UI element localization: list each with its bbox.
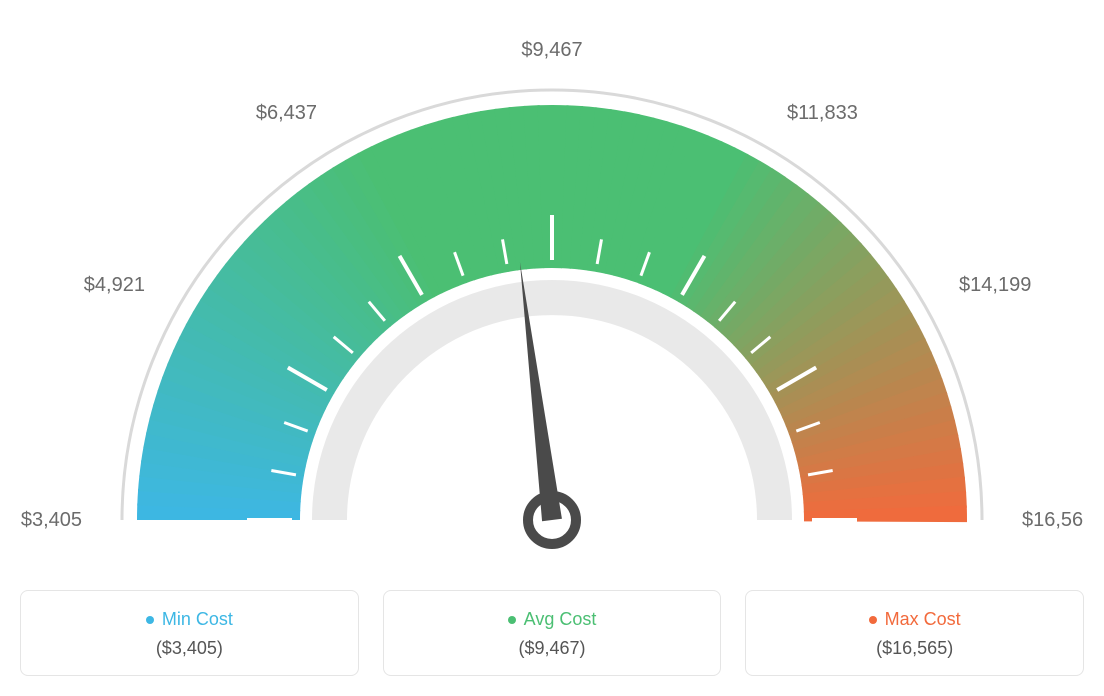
legend-dot-avg [508, 616, 516, 624]
legend-card-avg: Avg Cost ($9,467) [383, 590, 722, 676]
legend-dot-min [146, 616, 154, 624]
legend-row: Min Cost ($3,405) Avg Cost ($9,467) Max … [20, 590, 1084, 676]
svg-text:$3,405: $3,405 [21, 509, 82, 531]
legend-card-min: Min Cost ($3,405) [20, 590, 359, 676]
legend-value-avg: ($9,467) [394, 638, 711, 659]
svg-text:$16,565: $16,565 [1022, 509, 1084, 531]
legend-label-min: Min Cost [162, 609, 233, 630]
legend-title-avg: Avg Cost [508, 609, 597, 630]
legend-label-avg: Avg Cost [524, 609, 597, 630]
legend-value-min: ($3,405) [31, 638, 348, 659]
svg-text:$9,467: $9,467 [521, 39, 582, 61]
cost-gauge: $3,405 $4,921 $6,437 $9,467 $11,833 $14,199 $1… [20, 20, 1084, 580]
svg-text:$14,199: $14,199 [959, 274, 1031, 296]
legend-card-max: Max Cost ($16,565) [745, 590, 1084, 676]
legend-title-max: Max Cost [869, 609, 961, 630]
legend-label-max: Max Cost [885, 609, 961, 630]
legend-value-max: ($16,565) [756, 638, 1073, 659]
svg-text:$11,833: $11,833 [787, 102, 858, 124]
svg-text:$6,437: $6,437 [256, 102, 317, 124]
svg-text:$4,921: $4,921 [84, 274, 145, 296]
gauge-svg: $3,405 $4,921 $6,437 $9,467 $11,833 $14,199 $1… [20, 20, 1084, 580]
legend-title-min: Min Cost [146, 609, 233, 630]
legend-dot-max [869, 616, 877, 624]
